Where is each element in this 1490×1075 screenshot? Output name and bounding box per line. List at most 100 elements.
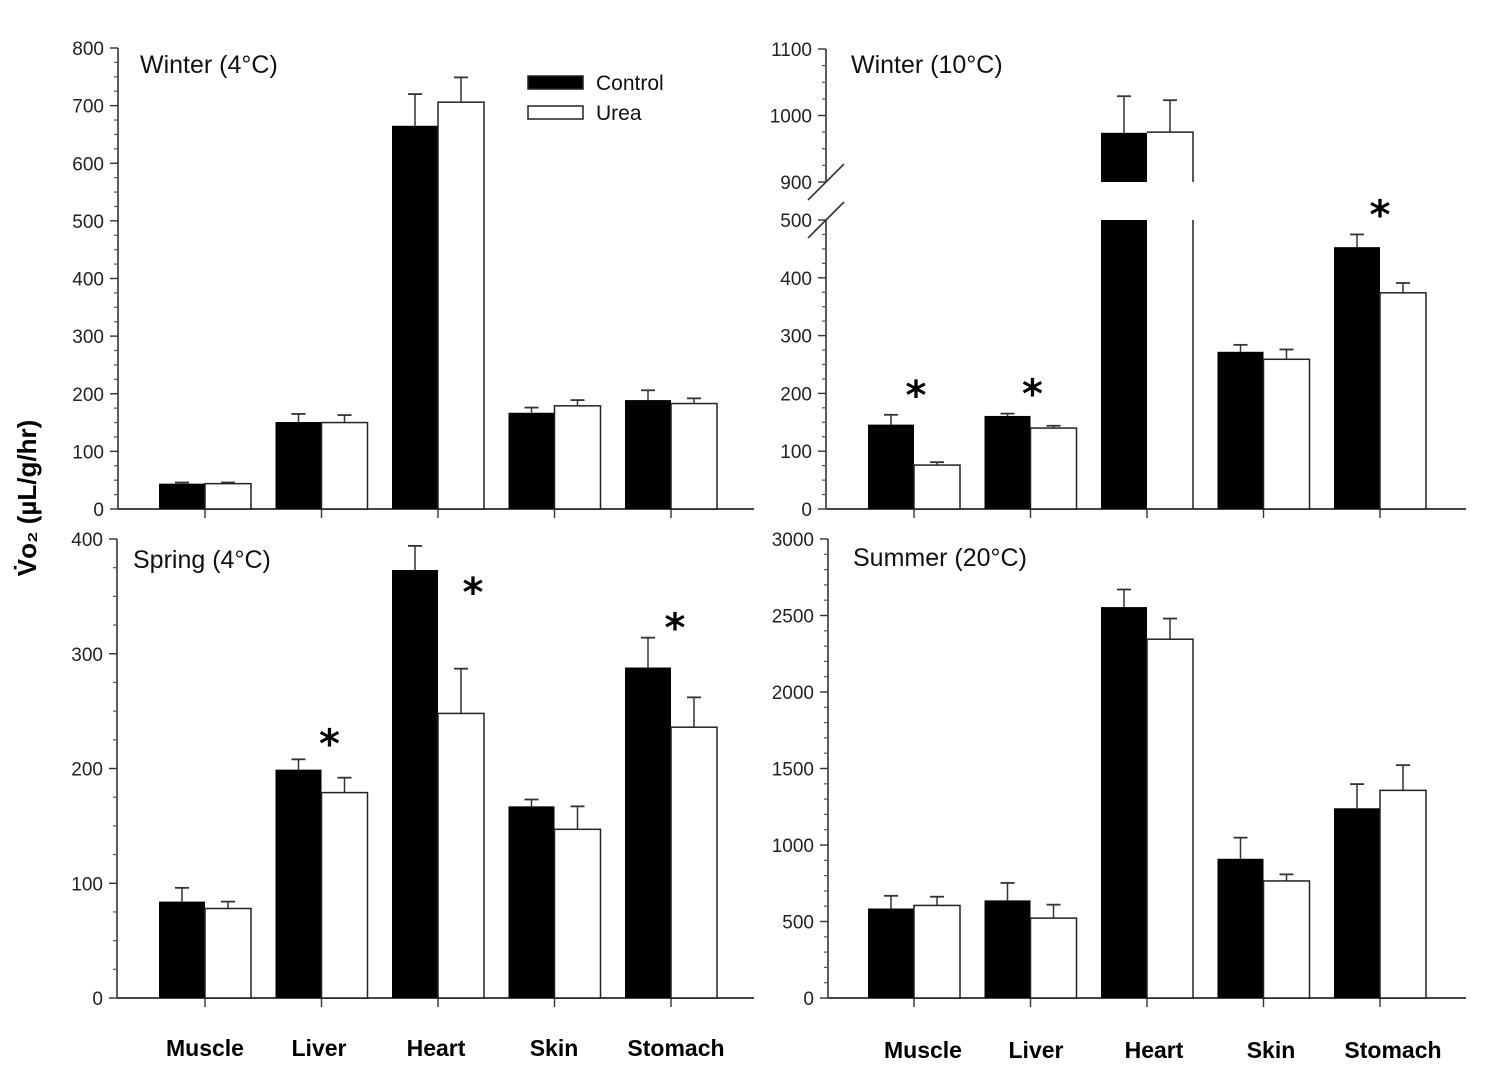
y-tick-label: 100 <box>71 874 103 895</box>
y-tick-label: 1500 <box>772 760 814 781</box>
bar-control <box>1334 808 1380 998</box>
x-category-label: Liver <box>292 1035 347 1061</box>
y-tick-label: 200 <box>72 385 104 406</box>
legend-label-urea: Urea <box>596 102 642 125</box>
bar-control <box>392 125 438 509</box>
bar-urea <box>1029 427 1078 510</box>
y-tick-label: 600 <box>72 154 104 175</box>
legend-label-control: Control <box>596 72 664 95</box>
x-category-label: Heart <box>1125 1037 1184 1063</box>
bar-control <box>508 412 555 509</box>
bar-control <box>1217 351 1264 509</box>
y-tick-label: 2500 <box>772 607 814 628</box>
bar-urea <box>1262 358 1311 510</box>
panel-summer-20-c: 0 500 1000 1500 2000 2500 3000 Summer (20°C) Mus… <box>772 530 1466 1063</box>
bar-control <box>1101 607 1147 998</box>
bar-control <box>1217 858 1264 998</box>
bar-urea <box>1029 917 1078 999</box>
bar-control <box>392 569 438 998</box>
panel-title: Winter (4°C) <box>140 51 278 79</box>
bar-urea <box>670 726 718 999</box>
bar-urea <box>913 464 961 510</box>
bar-control <box>275 421 322 509</box>
y-tick-label: 3000 <box>772 530 814 551</box>
y-tick-label: 1000 <box>772 836 814 857</box>
x-category-label: Heart <box>407 1035 466 1061</box>
bar-control <box>984 900 1031 998</box>
bar-urea <box>204 907 252 999</box>
bar-urea <box>1379 789 1427 999</box>
legend: Control Urea <box>527 72 664 125</box>
y-tick-label: 0 <box>93 500 104 521</box>
legend-swatch-control <box>527 75 584 90</box>
panel-winter-10-c: 0 100 200 300 400 500 900 1000 1100 Winter (10°C)… <box>770 40 1466 521</box>
bar-control <box>868 908 914 998</box>
bar-urea <box>1146 638 1194 999</box>
y-tick-label: 300 <box>71 645 103 666</box>
significance-marker: * <box>319 721 340 767</box>
x-category-label: Stomach <box>1344 1037 1441 1063</box>
y-tick-label: 300 <box>780 327 812 348</box>
bar-urea-upper <box>1147 131 1194 182</box>
y-tick-label: 400 <box>780 269 812 290</box>
bar-urea <box>437 712 485 999</box>
significance-marker: * <box>906 373 927 419</box>
panel-winter-4-c: 0 100 200 300 400 500 600 700 800 Winter (4°C) Con… <box>72 39 754 521</box>
bar-urea <box>204 482 252 510</box>
significance-marker: * <box>1370 192 1391 238</box>
bar-control <box>1101 220 1147 509</box>
y-tick-label: 1100 <box>771 40 812 61</box>
y-tick-label: 200 <box>71 760 103 781</box>
bar-urea <box>553 405 602 510</box>
x-category-label: Muscle <box>884 1037 962 1063</box>
bar-control <box>275 769 322 998</box>
bar-urea <box>437 101 485 510</box>
bar-urea <box>320 421 369 510</box>
y-tick-label: 100 <box>780 442 812 463</box>
bar-control <box>159 483 205 509</box>
y-tick-label: 400 <box>71 530 103 551</box>
bar-control <box>984 415 1031 509</box>
significance-marker: * <box>1022 372 1043 418</box>
y-tick-label: 100 <box>72 442 104 463</box>
bar-urea <box>1262 880 1311 999</box>
x-category-label: Stomach <box>627 1035 724 1061</box>
bar-control <box>625 400 671 509</box>
bar-urea <box>913 904 961 999</box>
y-tick-label: 500 <box>72 212 104 233</box>
y-tick-label: 200 <box>780 384 812 405</box>
y-axis-label: V̇o₂ (µL/g/hr) <box>12 420 42 577</box>
y-tick-label: 0 <box>801 500 812 521</box>
bar-urea <box>553 828 602 999</box>
panel-title: Summer (20°C) <box>853 544 1027 572</box>
legend-swatch-urea <box>527 105 584 120</box>
y-tick-label: 500 <box>782 913 814 934</box>
y-tick-label: 800 <box>72 39 104 60</box>
bar-control <box>625 667 671 998</box>
y-tick-label: 900 <box>780 173 812 194</box>
bar-control <box>1334 247 1380 509</box>
y-tick-label: 1000 <box>770 107 812 128</box>
panel-spring-4-c: 0 100 200 300 400 Spring (4°C) Muscle * Liver * He… <box>71 530 754 1061</box>
x-category-label: Liver <box>1009 1037 1064 1063</box>
x-category-label: Muscle <box>166 1035 244 1061</box>
bar-control <box>868 424 914 509</box>
y-tick-label: 700 <box>72 97 104 118</box>
significance-marker: * <box>463 570 484 616</box>
y-tick-label: 500 <box>780 211 812 232</box>
bar-control <box>508 806 555 998</box>
y-tick-label: 2000 <box>772 683 814 704</box>
bar-urea <box>320 791 369 999</box>
panel-title: Spring (4°C) <box>133 546 271 574</box>
bar-control <box>159 901 205 998</box>
y-tick-label: 0 <box>92 989 103 1010</box>
y-tick-label: 400 <box>72 270 104 291</box>
significance-marker: * <box>665 606 686 652</box>
bar-urea <box>1379 292 1427 510</box>
bar-urea <box>670 402 718 510</box>
panel-title: Winter (10°C) <box>851 51 1003 79</box>
x-category-label: Skin <box>1247 1037 1296 1063</box>
y-tick-label: 0 <box>803 989 814 1010</box>
x-category-label: Skin <box>530 1035 579 1061</box>
